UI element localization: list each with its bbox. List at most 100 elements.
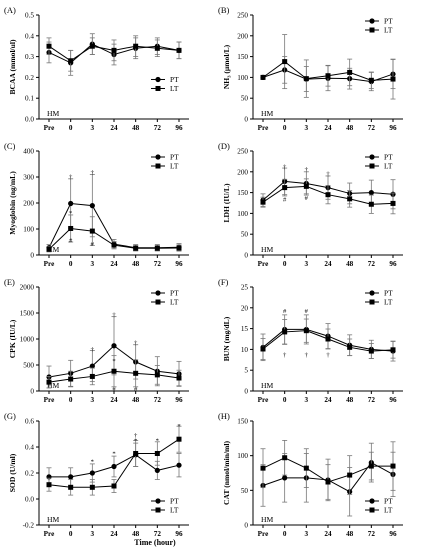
legend-label: LT — [384, 26, 393, 35]
y-tick-label: 10 — [241, 346, 249, 354]
x-tick-label: 48 — [346, 260, 354, 268]
legend-marker — [369, 18, 375, 24]
data-point — [303, 76, 309, 82]
y-tick-label: 100 — [23, 226, 34, 234]
x-tick-label: Pre — [44, 530, 55, 538]
legend-marker — [369, 290, 375, 296]
legend-label: PT — [384, 153, 393, 162]
hm-annotation: HM — [261, 515, 273, 524]
legend-label: LT — [170, 506, 179, 515]
y-tick-label: 0 — [244, 116, 248, 124]
legend-label: PT — [384, 497, 393, 506]
series-lt — [46, 425, 182, 496]
data-point — [133, 370, 139, 376]
x-tick-label: 72 — [368, 396, 376, 404]
legend-marker — [155, 76, 161, 83]
data-point — [176, 462, 182, 468]
y-tick-label: 20 — [241, 304, 249, 312]
significance-mark: * — [69, 210, 72, 217]
legend-marker — [369, 498, 375, 504]
y-tick-label: 25 — [241, 284, 249, 292]
y-tick-label: 50 — [241, 95, 249, 103]
data-point — [390, 200, 396, 206]
x-tick-label: 72 — [154, 260, 162, 268]
y-tick-label: 0.1 — [25, 95, 34, 103]
significance-mark: * — [112, 451, 115, 458]
data-point — [282, 185, 288, 191]
chart-panel-b: 0 50 100 150 200 250 Pre 0 3 24 48 72 96 (B) NH₃ (μmol… — [218, 5, 403, 132]
x-tick-label: 96 — [175, 124, 183, 132]
x-tick-label: 0 — [69, 260, 73, 268]
data-point — [89, 484, 95, 490]
y-tick-label: 400 — [23, 148, 34, 156]
legend-label: LT — [170, 84, 179, 93]
hm-annotation: HM — [261, 381, 273, 390]
data-point — [282, 455, 288, 461]
legend-marker — [369, 27, 375, 33]
data-point — [154, 372, 160, 378]
legend-marker — [155, 290, 161, 296]
legend-marker — [155, 507, 161, 513]
x-tick-label: Pre — [44, 260, 55, 268]
x-tick-label: 72 — [154, 124, 162, 132]
significance-mark: † — [134, 432, 138, 439]
legend-label: PT — [384, 17, 393, 26]
hm-annotation: HM — [261, 109, 273, 118]
y-tick-label: 150 — [237, 189, 248, 197]
legend-label: LT — [170, 162, 179, 171]
panel-letter: (G) — [4, 411, 16, 421]
y-tick-label: 0.2 — [25, 74, 34, 82]
panel-letter: (A) — [4, 5, 16, 15]
data-point — [347, 69, 353, 75]
significance-mark: # — [305, 308, 309, 315]
y-tick-label: 50 — [241, 231, 249, 239]
data-point — [325, 479, 331, 485]
data-point — [368, 348, 374, 354]
data-point — [368, 190, 374, 196]
y-axis-label: CPK (IU/L) — [8, 319, 17, 358]
data-point — [303, 465, 309, 471]
x-tick-label: 48 — [132, 396, 140, 404]
significance-mark: # — [69, 237, 73, 244]
x-tick-label: 96 — [389, 530, 397, 538]
data-point — [303, 328, 309, 334]
y-axis-label: LDH (IU/L) — [222, 183, 231, 222]
y-tick-label: 15 — [241, 325, 249, 333]
data-point — [111, 242, 117, 248]
data-point — [347, 196, 353, 202]
x-tick-label: 0 — [69, 124, 73, 132]
y-tick-label: 500 — [23, 362, 34, 370]
y-axis-label: SOD (U/ml) — [8, 453, 17, 492]
data-point — [46, 482, 52, 488]
y-tick-label: 0 — [30, 252, 34, 260]
data-point — [176, 436, 182, 442]
y-tick-label: 1000 — [20, 336, 35, 344]
series-lt — [260, 318, 396, 360]
y-tick-label: 200 — [23, 200, 34, 208]
significance-mark: † — [112, 312, 116, 319]
y-tick-label: -0.2 — [23, 522, 35, 530]
data-point — [368, 201, 374, 207]
y-tick-label: 250 — [237, 12, 248, 20]
legend-label: LT — [384, 162, 393, 171]
significance-mark: † — [305, 352, 309, 359]
chart-panel-g: -0.2 0.0 0.2 0.4 0.6 Pre 0 3 24 48 72 96 (G) SOD (U/m… — [4, 411, 189, 538]
data-point — [325, 73, 331, 79]
x-tick-label: 24 — [324, 124, 332, 132]
y-tick-label: 0.5 — [25, 12, 34, 20]
data-point — [89, 43, 95, 49]
y-tick-label: 250 — [237, 148, 248, 156]
x-tick-label: 72 — [154, 396, 162, 404]
significance-mark: # — [305, 195, 309, 202]
y-tick-label: 0.3 — [25, 53, 34, 61]
x-tick-label: 0 — [283, 124, 287, 132]
series-lt — [260, 440, 396, 500]
chart-panel-f: 0 5 10 15 20 25 Pre 0 3 24 48 72 96 (F) BUN (mg/dL) HM #… — [218, 277, 403, 404]
data-point — [68, 200, 74, 207]
x-tick-label: 72 — [368, 124, 376, 132]
x-tick-label: 72 — [368, 530, 376, 538]
data-point — [133, 245, 139, 251]
